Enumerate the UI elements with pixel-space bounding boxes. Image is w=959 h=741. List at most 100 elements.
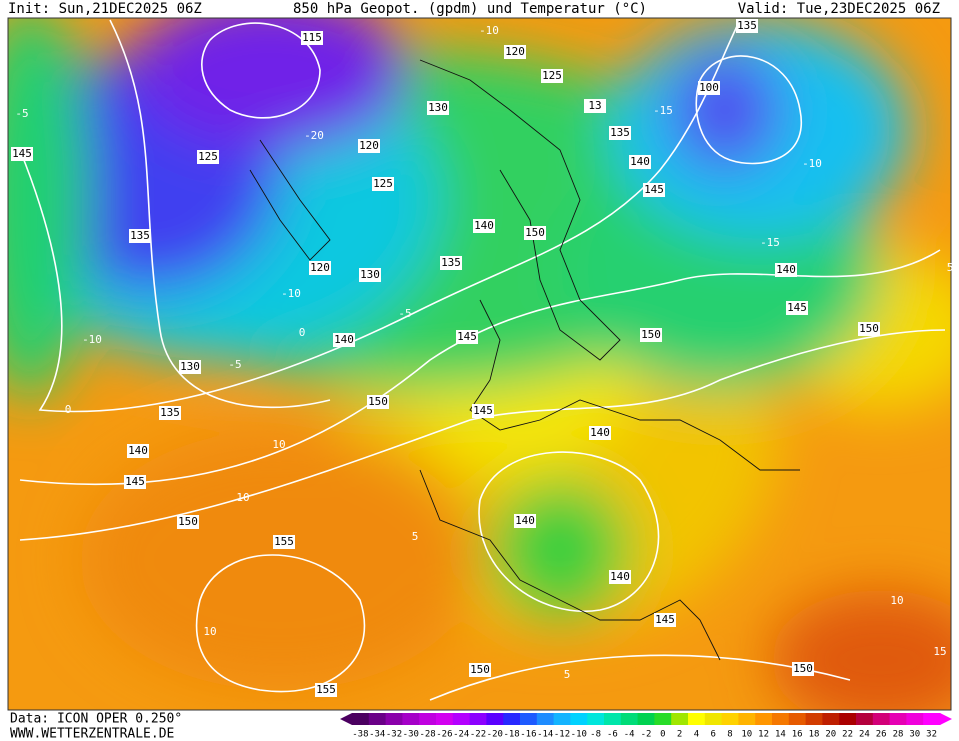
colorbar-swatch: [553, 713, 571, 725]
geopotential-label: 135: [610, 126, 630, 139]
colorbar-label: -20: [487, 730, 503, 740]
contour-label-bg: [654, 613, 676, 627]
contour-label-bg: [469, 663, 491, 677]
geopotential-label: 145: [12, 147, 32, 160]
colorbar-label: -28: [419, 730, 435, 740]
colorbar-label: 12: [758, 730, 769, 740]
isohypse: [695, 55, 803, 165]
colorbar-swatch: [688, 713, 706, 725]
colorbar-swatch: [436, 713, 454, 725]
temperature-label: -10: [281, 287, 301, 300]
geopotential-label: 100: [699, 81, 719, 94]
contour-label-bg: [177, 515, 199, 529]
colorbar-swatch: [452, 713, 471, 725]
geopotential-label: 140: [610, 570, 630, 583]
contour-label-bg: [333, 333, 355, 347]
geopotential-label: 13: [588, 99, 601, 112]
geopotential-label: 120: [310, 261, 330, 274]
colorbar-label: 20: [825, 730, 836, 740]
contour-label-bg: [584, 99, 606, 113]
geopotential-label: 140: [776, 263, 796, 276]
colorbar-swatch: [906, 713, 924, 725]
contour-label-bg: [736, 19, 758, 33]
isohypse: [19, 19, 741, 413]
colorbar: -38 -34 -32 -30 -28 -26 -24 -22 -20 -18 -16 -14 -12-…: [340, 713, 952, 740]
geopotential-label: 130: [180, 360, 200, 373]
temperature-label: 5: [412, 530, 419, 543]
geopotential-label: 140: [128, 444, 148, 457]
contour-label-bg: [698, 81, 720, 95]
colorbar-label: -6: [607, 730, 618, 740]
geopotential-label: 125: [198, 150, 218, 163]
temperature-label: 10: [203, 625, 216, 638]
geopotential-label: 145: [787, 301, 807, 314]
geopotential-label: 140: [515, 514, 535, 527]
geopotential-label: 135: [441, 256, 461, 269]
isohypse: [429, 654, 851, 701]
contour-label-bg: [315, 683, 337, 697]
coastline: [249, 139, 331, 261]
colorbar-swatch: [755, 713, 773, 725]
colorbar-swatch: [788, 713, 807, 725]
contour-label-bg: [775, 263, 797, 277]
website: WWW.WETTERZENTRALE.DE: [10, 727, 174, 741]
geopotential-label: 135: [737, 19, 757, 32]
map-title: 850 hPa Geopot. (gpdm) und Temperatur (°…: [293, 1, 647, 17]
contour-label-bg: [541, 69, 563, 83]
colorbar-swatch: [368, 713, 387, 725]
colorbar-arrow-right: [940, 713, 952, 725]
contour-label-bg: [640, 328, 662, 342]
colorbar-label: -18: [503, 730, 519, 740]
colorbar-label: 14: [775, 730, 786, 740]
colorbar-swatch: [503, 713, 521, 725]
temperature-label: 5: [564, 668, 571, 681]
colorbar-label: 26: [876, 730, 887, 740]
geopotential-label: 155: [274, 535, 294, 548]
map-frame: [7, 17, 952, 711]
contour-label-bg: [792, 662, 814, 676]
colorbar-label: 22: [842, 730, 853, 740]
geopotential-label: 130: [360, 268, 380, 281]
geopotential-label: 135: [160, 406, 180, 419]
colorbar-swatch: [469, 713, 487, 725]
contour-label-bg: [609, 126, 631, 140]
colorbar-swatch: [587, 713, 605, 725]
coastline: [469, 299, 800, 471]
contour-label-bg: [858, 322, 880, 336]
colorbar-swatch: [654, 713, 672, 725]
init-time: Init: Sun,21DEC2025 06Z: [8, 1, 202, 17]
geopotential-label: 155: [316, 683, 336, 696]
geopotential-label: 145: [125, 475, 145, 488]
colorbar-swatch: [704, 713, 723, 725]
contour-label-bg: [629, 155, 651, 169]
contour-label-bg: [11, 147, 33, 161]
temperature-label: -15: [760, 236, 780, 249]
geopotential-label: 115: [302, 31, 322, 44]
contour-label-bg: [301, 31, 323, 45]
colorbar-label: 32: [926, 730, 937, 740]
geopotential-label: 140: [590, 426, 610, 439]
temperature-label: -10: [479, 24, 499, 37]
valid-time: Valid: Tue,23DEC2025 06Z: [738, 1, 940, 17]
colorbar-arrow-left: [340, 713, 352, 725]
contour-label-bg: [456, 330, 478, 344]
data-source: Data: ICON OPER 0.250°: [10, 712, 182, 727]
colorbar-label: -12: [554, 730, 570, 740]
colorbar-label: 0: [660, 730, 665, 740]
colorbar-swatch: [419, 713, 437, 725]
contour-label-bg: [589, 426, 611, 440]
geopotential-label: 150: [525, 226, 545, 239]
colorbar-swatch: [805, 713, 823, 725]
geopotential-label: 140: [334, 333, 354, 346]
colorbar-label: -22: [470, 730, 486, 740]
colorbar-label: -26: [436, 730, 452, 740]
contour-label-bg: [309, 261, 331, 275]
colorbar-label: -38: [352, 730, 368, 740]
contour-label-bg: [643, 183, 665, 197]
contour-label-bg: [372, 177, 394, 191]
geopotential-label: 135: [130, 229, 150, 242]
colorbar-label: 16: [792, 730, 803, 740]
contour-label-bg: [472, 404, 494, 418]
